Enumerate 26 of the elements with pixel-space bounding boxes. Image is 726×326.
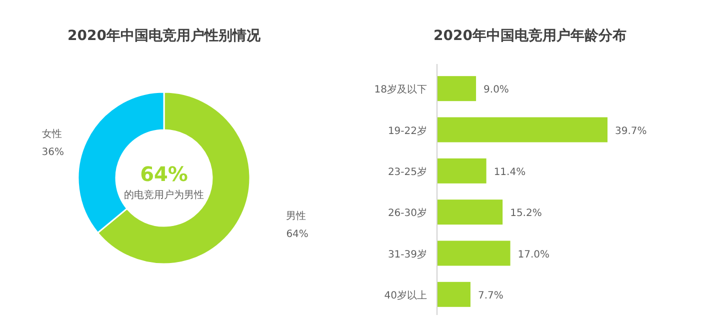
slice-label: 男性 bbox=[286, 210, 306, 222]
bar bbox=[438, 117, 608, 142]
data-label: 11.4% bbox=[494, 166, 526, 178]
text: 64% bbox=[140, 162, 188, 186]
data-label: 39.7% bbox=[615, 126, 647, 137]
y-tick-label: 26-30岁 bbox=[388, 207, 427, 220]
y-tick-label: 40岁以上 bbox=[384, 289, 427, 302]
bar bbox=[438, 200, 503, 225]
chart-title: 2020年中国电竞用户年龄分布 bbox=[434, 27, 626, 44]
slice-label: 女性 bbox=[42, 128, 62, 140]
bar bbox=[438, 76, 476, 102]
data-label: 64% bbox=[286, 228, 308, 240]
chart-title: 2020年中国电竞用户性别情况 bbox=[68, 27, 262, 44]
y-tick-label: 19-22岁 bbox=[388, 124, 427, 137]
bar bbox=[438, 240, 510, 266]
bar bbox=[438, 282, 470, 307]
data-label: 15.2% bbox=[510, 208, 542, 220]
data-label: 9.0% bbox=[484, 84, 509, 96]
data-label: 17.0% bbox=[518, 249, 550, 260]
data-label: 7.7% bbox=[478, 290, 504, 302]
bar bbox=[438, 158, 486, 184]
data-label: 36% bbox=[42, 147, 64, 158]
text: 的电竞用户为男性 bbox=[124, 189, 204, 201]
y-tick-label: 31-39岁 bbox=[388, 248, 427, 260]
y-tick-label: 23-25岁 bbox=[388, 166, 427, 178]
y-tick-label: 18岁及以下 bbox=[374, 84, 427, 96]
